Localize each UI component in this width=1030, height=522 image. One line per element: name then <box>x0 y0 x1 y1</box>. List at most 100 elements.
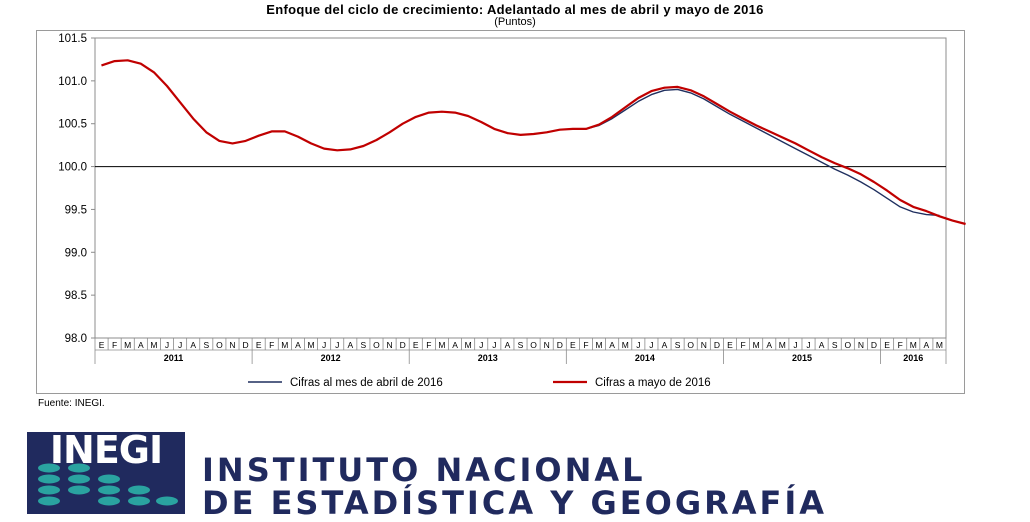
x-tick-label: D <box>400 340 406 350</box>
x-tick-label: J <box>479 340 483 350</box>
x-tick-label: F <box>426 340 431 350</box>
year-label: 2014 <box>635 353 655 363</box>
x-tick-label: A <box>452 340 458 350</box>
abacus-bead <box>98 496 120 506</box>
x-tick-label: M <box>124 340 131 350</box>
logo-acronym: INEGI <box>49 428 163 472</box>
legend-label: Cifras a mayo de 2016 <box>595 377 711 389</box>
x-tick-label: N <box>229 340 235 350</box>
y-tick-label: 100.5 <box>58 119 87 131</box>
x-tick-label: E <box>884 340 890 350</box>
x-tick-label: J <box>335 340 339 350</box>
x-tick-label: A <box>662 340 668 350</box>
x-tick-label: S <box>832 340 838 350</box>
institute-name-line2: DE ESTADÍSTICA Y GEOGRAFÍA <box>202 484 828 522</box>
x-tick-label: J <box>178 340 182 350</box>
x-tick-label: A <box>609 340 615 350</box>
x-tick-label: S <box>361 340 367 350</box>
inegi-logo: INEGI <box>27 428 185 514</box>
x-tick-label: A <box>347 340 353 350</box>
year-label: 2015 <box>792 353 812 363</box>
plot-area <box>94 37 947 339</box>
x-tick-label: E <box>256 340 262 350</box>
x-tick-label: E <box>99 340 105 350</box>
x-tick-label: M <box>622 340 629 350</box>
x-tick-label: A <box>505 340 511 350</box>
abacus-bead <box>68 463 90 473</box>
x-tick-label: E <box>570 340 576 350</box>
year-label: 2016 <box>903 353 923 363</box>
x-tick-label: O <box>216 340 223 350</box>
chart-subtitle: (Puntos) <box>494 16 536 28</box>
abacus-beads-icon <box>38 463 178 506</box>
abacus-bead <box>38 485 60 495</box>
legend-label: Cifras al mes de abril de 2016 <box>290 377 443 389</box>
x-tick-label: J <box>649 340 653 350</box>
x-tick-label: A <box>924 340 930 350</box>
x-tick-label: M <box>150 340 157 350</box>
y-tick-label: 101.0 <box>58 76 87 88</box>
abacus-bead <box>38 474 60 484</box>
y-tick-label: 100.0 <box>58 162 87 174</box>
y-tick-label: 99.5 <box>65 204 87 216</box>
x-tick-label: O <box>687 340 694 350</box>
x-tick-label: M <box>596 340 603 350</box>
series-line-april <box>101 59 940 217</box>
x-tick-label: J <box>492 340 496 350</box>
x-tick-label: J <box>806 340 810 350</box>
x-tick-label: J <box>636 340 640 350</box>
x-tick-label: E <box>413 340 419 350</box>
x-tick-label: A <box>138 340 144 350</box>
abacus-bead <box>128 496 150 506</box>
x-tick-label: N <box>701 340 707 350</box>
abacus-bead <box>68 474 90 484</box>
abacus-bead <box>38 463 60 473</box>
y-tick-label: 98.0 <box>65 333 87 345</box>
abacus-bead <box>156 496 178 506</box>
y-tick-label: 98.5 <box>65 290 87 302</box>
x-tick-label: M <box>281 340 288 350</box>
year-label: 2013 <box>478 353 498 363</box>
x-tick-label: M <box>910 340 917 350</box>
y-tick-label: 101.5 <box>58 33 87 45</box>
x-tick-label: F <box>740 340 745 350</box>
abacus-bead <box>128 485 150 495</box>
x-tick-label: N <box>858 340 864 350</box>
x-tick-label: O <box>530 340 537 350</box>
x-tick-label: M <box>753 340 760 350</box>
x-tick-label: S <box>518 340 524 350</box>
chart-frame <box>36 30 965 394</box>
x-tick-label: S <box>675 340 681 350</box>
x-tick-label: S <box>203 340 209 350</box>
x-tick-label: A <box>766 340 772 350</box>
chart-title: Enfoque del ciclo de crecimiento: Adelan… <box>266 2 764 17</box>
x-tick-label: M <box>307 340 314 350</box>
x-tick-label: D <box>714 340 720 350</box>
x-tick-label: F <box>898 340 903 350</box>
x-tick-label: N <box>544 340 550 350</box>
x-tick-label: J <box>793 340 797 350</box>
x-tick-label: A <box>190 340 196 350</box>
x-tick-label: M <box>465 340 472 350</box>
x-tick-label: N <box>387 340 393 350</box>
x-tick-label: M <box>438 340 445 350</box>
abacus-bead <box>98 474 120 484</box>
x-tick-label: M <box>779 340 786 350</box>
x-tick-label: J <box>322 340 326 350</box>
x-tick-label: A <box>819 340 825 350</box>
x-tick-label: F <box>583 340 588 350</box>
year-label: 2011 <box>164 353 184 363</box>
abacus-bead <box>98 485 120 495</box>
x-tick-label: A <box>295 340 301 350</box>
abacus-bead <box>68 485 90 495</box>
series-line-may <box>101 59 966 226</box>
x-tick-label: F <box>112 340 117 350</box>
x-tick-label: O <box>373 340 380 350</box>
year-label: 2012 <box>321 353 341 363</box>
x-tick-label: J <box>165 340 169 350</box>
institute-name-line1: INSTITUTO NACIONAL <box>202 451 646 489</box>
x-tick-label: F <box>269 340 274 350</box>
x-tick-label: D <box>242 340 248 350</box>
x-tick-label: D <box>557 340 563 350</box>
